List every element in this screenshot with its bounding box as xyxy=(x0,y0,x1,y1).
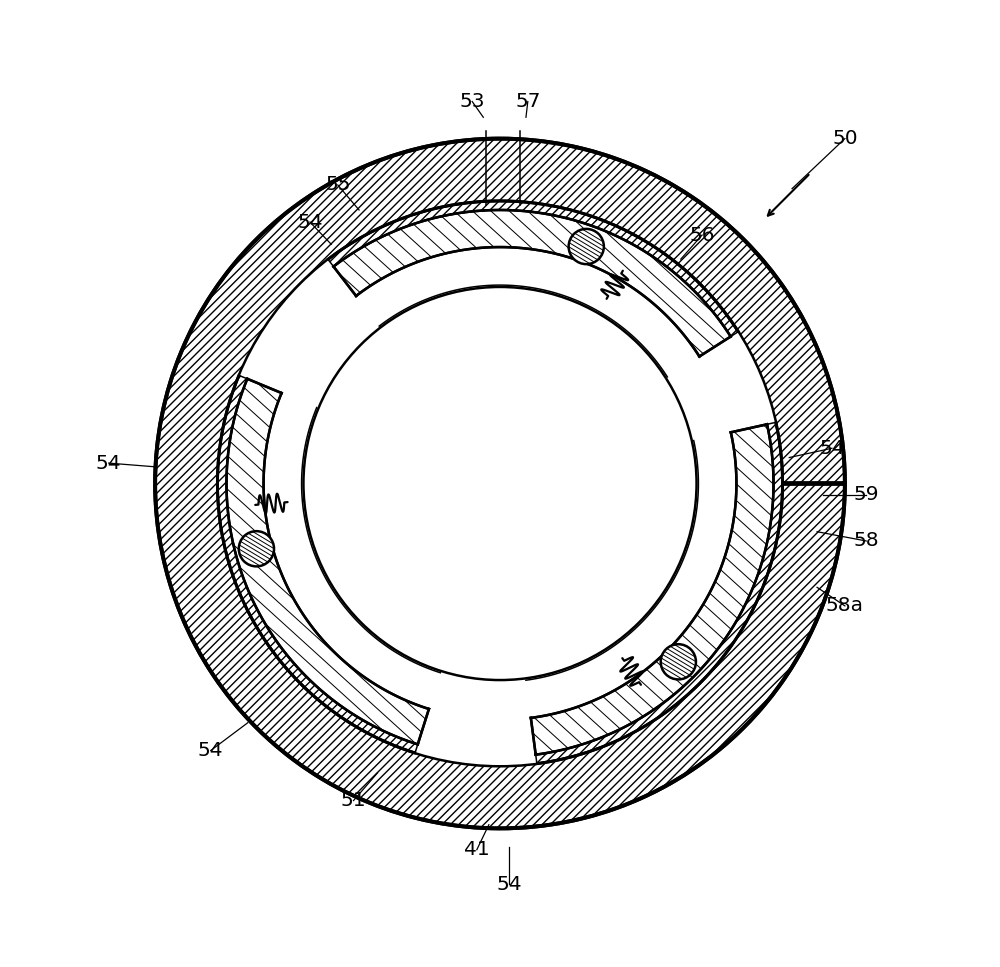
Polygon shape xyxy=(227,210,783,764)
Text: 54: 54 xyxy=(819,439,845,457)
Text: 51: 51 xyxy=(341,791,366,810)
Polygon shape xyxy=(264,210,736,719)
Polygon shape xyxy=(217,210,773,757)
Polygon shape xyxy=(227,248,736,745)
Text: 59: 59 xyxy=(853,485,879,504)
Polygon shape xyxy=(218,211,696,680)
Polygon shape xyxy=(226,248,735,747)
Text: 58a: 58a xyxy=(826,597,864,615)
Polygon shape xyxy=(265,209,735,719)
Polygon shape xyxy=(155,138,845,829)
Circle shape xyxy=(155,138,845,829)
Text: 53: 53 xyxy=(459,92,485,111)
Text: 54: 54 xyxy=(297,213,323,231)
Text: 58: 58 xyxy=(853,532,879,550)
Polygon shape xyxy=(264,248,774,754)
Wedge shape xyxy=(218,375,418,752)
Circle shape xyxy=(303,287,697,680)
Text: 56: 56 xyxy=(689,225,715,245)
Text: 54: 54 xyxy=(96,454,122,473)
Circle shape xyxy=(569,229,604,264)
Polygon shape xyxy=(227,201,773,757)
Polygon shape xyxy=(265,248,774,756)
Polygon shape xyxy=(303,287,736,718)
Circle shape xyxy=(239,531,274,567)
Text: 41: 41 xyxy=(464,840,490,860)
Circle shape xyxy=(217,201,783,766)
Circle shape xyxy=(303,287,697,680)
Circle shape xyxy=(661,644,696,680)
Polygon shape xyxy=(300,287,697,766)
Text: 57: 57 xyxy=(515,92,541,111)
Polygon shape xyxy=(303,251,783,680)
Polygon shape xyxy=(264,287,697,709)
Text: 54: 54 xyxy=(198,741,224,760)
Polygon shape xyxy=(303,248,699,680)
Text: 50: 50 xyxy=(832,130,858,148)
Wedge shape xyxy=(328,202,738,337)
Text: 54: 54 xyxy=(496,874,522,894)
Text: 55: 55 xyxy=(325,175,351,194)
Wedge shape xyxy=(536,423,782,763)
